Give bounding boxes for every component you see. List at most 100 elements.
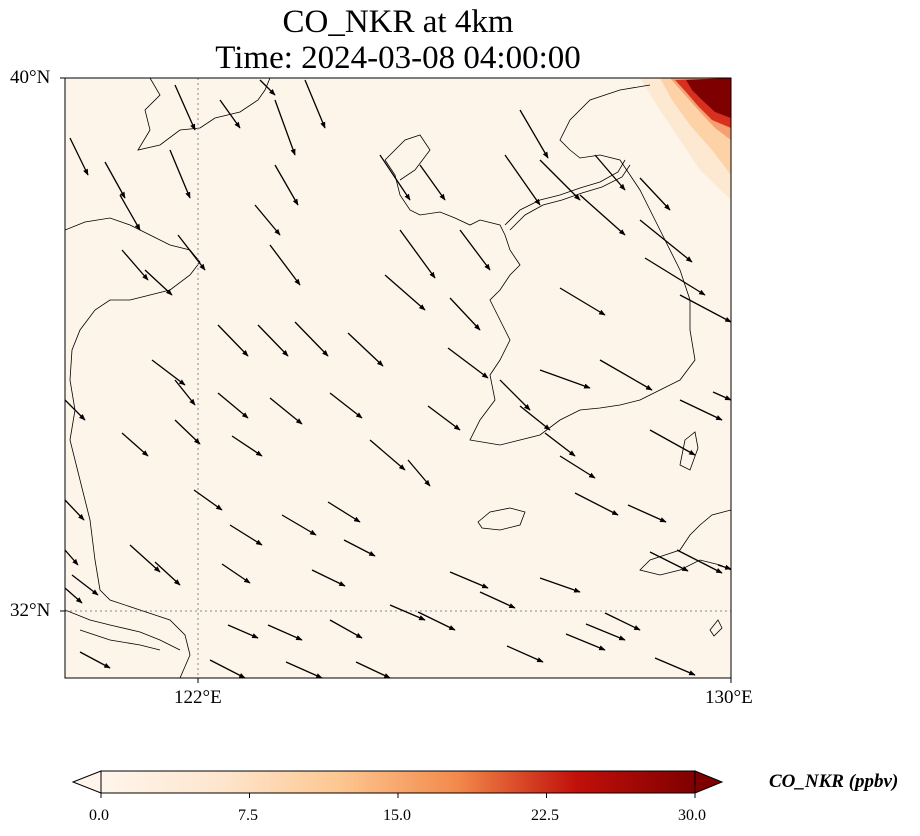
- wind-arrow: [565, 633, 606, 651]
- wind-arrow: [343, 539, 376, 557]
- wind-arrow: [177, 234, 206, 271]
- wind-arrow: [499, 379, 531, 411]
- wind-arrow: [219, 99, 241, 129]
- wind-arrow: [129, 544, 161, 573]
- wind-arrow: [539, 159, 581, 201]
- gridlines: [65, 78, 731, 678]
- wind-arrow: [144, 269, 173, 296]
- wind-arrow: [327, 501, 361, 523]
- wind-arrow: [384, 274, 426, 311]
- coastlines: [65, 78, 731, 678]
- wind-arrow: [79, 651, 111, 669]
- wind-arrow: [65, 587, 83, 604]
- wind-arrow: [449, 571, 489, 589]
- map-frame: [64, 77, 732, 679]
- wind-arrow: [229, 524, 263, 546]
- wind-arrow: [267, 624, 303, 641]
- wind-arrow: [649, 551, 689, 572]
- wind-arrow: [121, 432, 149, 457]
- wind-arrow: [604, 612, 641, 631]
- map-title-line1: CO_NKR at 4km: [282, 4, 514, 40]
- colorbar-tick-3: 22.5: [531, 807, 559, 824]
- wind-arrow: [649, 429, 696, 456]
- colorbar-tick-0: 0.0: [89, 807, 109, 824]
- colorbar-tick-2: 15.0: [383, 807, 411, 824]
- wind-arrow: [329, 619, 363, 639]
- wind-arrow: [65, 399, 86, 421]
- wind-arrow: [379, 154, 411, 201]
- wind-arrow: [254, 204, 281, 236]
- lat-label-40: 40°N: [10, 67, 51, 88]
- wind-arrow: [559, 455, 596, 479]
- wind-arrow: [285, 661, 323, 678]
- wind-arrow: [676, 549, 723, 574]
- wind-arrow: [539, 369, 591, 389]
- wind-arrow: [169, 149, 191, 199]
- wind-arrow: [559, 287, 606, 316]
- wind-arrow: [119, 194, 141, 231]
- wind-arrow: [329, 392, 363, 419]
- wind-arrow: [221, 563, 251, 584]
- colorbar: [71, 770, 724, 798]
- wind-arrow: [281, 514, 317, 536]
- wind-vectors: [65, 79, 731, 678]
- wind-arrow: [347, 332, 384, 367]
- wind-arrow: [69, 137, 89, 176]
- wind-arrow: [304, 79, 326, 129]
- wind-arrow: [574, 492, 619, 516]
- wind-arrow: [269, 397, 303, 425]
- colorbar-tick-4: 30.0: [678, 807, 706, 824]
- wind-arrow: [193, 489, 223, 511]
- wind-arrow: [355, 661, 391, 678]
- wind-arrow: [389, 604, 426, 621]
- wind-arrow: [407, 459, 431, 487]
- colorbar-label: CO_NKR (ppbv): [769, 771, 899, 792]
- wind-arrow: [644, 257, 706, 296]
- wind-arrow: [71, 574, 99, 596]
- colorbar-extend-min: [71, 770, 102, 794]
- wind-arrow: [259, 79, 276, 96]
- wind-arrow: [639, 177, 671, 211]
- wind-arrow: [579, 194, 626, 236]
- wind-arrow: [217, 324, 249, 357]
- wind-arrow: [679, 294, 731, 323]
- wind-arrow: [369, 439, 406, 471]
- wind-arrow: [174, 419, 201, 445]
- wind-arrow: [227, 624, 259, 639]
- wind-arrow: [65, 499, 85, 521]
- wind-arrow: [544, 432, 576, 457]
- wind-arrow: [504, 154, 541, 206]
- wind-arrow: [447, 347, 489, 379]
- wind-arrow: [121, 249, 149, 281]
- wind-arrow: [104, 161, 126, 199]
- axis-ticks: [60, 77, 732, 683]
- wind-arrow: [294, 321, 329, 357]
- wind-arrow: [311, 569, 346, 587]
- wind-arrow: [717, 564, 731, 570]
- wind-arrow: [639, 219, 693, 263]
- wind-arrow: [519, 109, 549, 159]
- lon-label-130: 130°E: [705, 687, 753, 708]
- wind-arrow: [599, 359, 653, 391]
- wind-arrow: [427, 405, 461, 431]
- wind-arrow: [679, 399, 723, 421]
- wind-arrow: [174, 379, 196, 406]
- lat-label-32: 32°N: [10, 600, 51, 621]
- wind-arrow: [594, 154, 626, 191]
- wind-arrow: [154, 561, 181, 586]
- wind-arrow: [712, 391, 731, 401]
- wind-arrow: [506, 645, 544, 663]
- colorbar-extend-max: [694, 770, 724, 794]
- wind-arrow: [459, 229, 491, 271]
- wind-arrow: [479, 591, 516, 609]
- wind-arrow: [399, 229, 436, 279]
- wind-arrow: [65, 549, 79, 566]
- wind-arrow: [274, 99, 296, 156]
- wind-arrow: [654, 657, 696, 676]
- wind-arrow: [217, 392, 249, 419]
- wind-arrow: [231, 435, 263, 457]
- wind-arrow: [209, 659, 246, 678]
- colorbar-gradient: [100, 770, 696, 794]
- wind-arrow: [627, 504, 667, 523]
